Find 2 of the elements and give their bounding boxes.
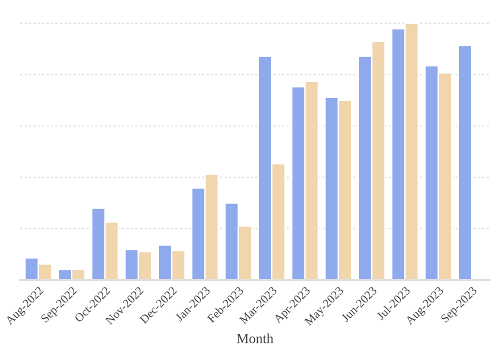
x-axis-title: Month (236, 333, 274, 344)
bar (458, 44, 472, 280)
